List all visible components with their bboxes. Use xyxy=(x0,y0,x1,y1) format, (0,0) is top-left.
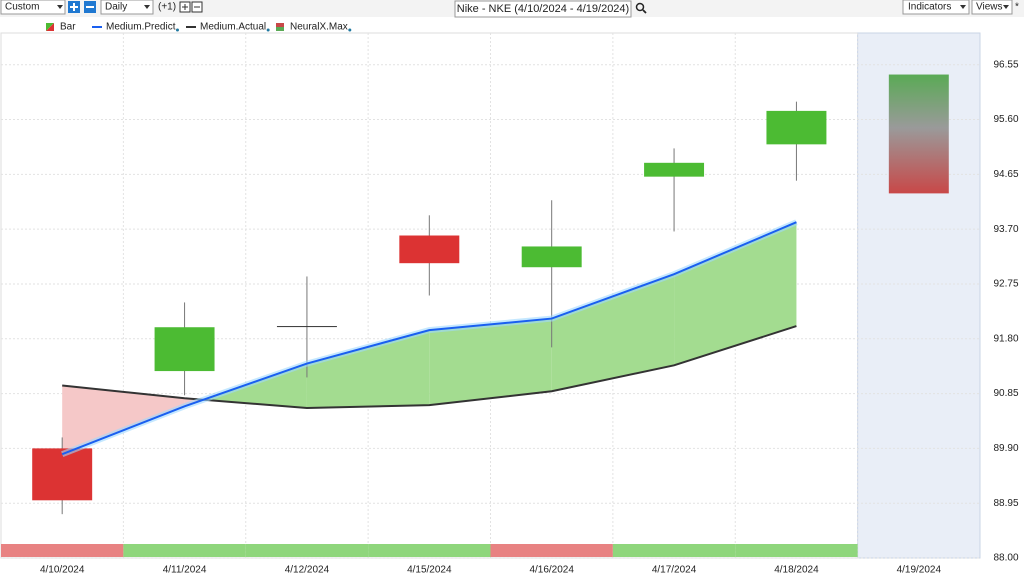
forecast-range xyxy=(888,74,949,194)
search-icon[interactable] xyxy=(635,2,647,14)
y-tick-label: 91.80 xyxy=(993,333,1018,344)
y-tick-label: 93.70 xyxy=(993,224,1018,235)
spread-fill xyxy=(551,274,675,392)
candle-body xyxy=(399,235,460,264)
legend-label: Medium.Actual xyxy=(200,22,266,33)
spread-fill xyxy=(674,222,797,366)
signal-strip xyxy=(123,544,246,557)
y-tick-label: 89.90 xyxy=(993,443,1018,454)
legend-dot xyxy=(175,28,179,32)
series-line xyxy=(61,221,797,456)
period-select[interactable]: Daily xyxy=(100,0,154,15)
signal-strip xyxy=(1,544,124,557)
signal-strip xyxy=(612,544,736,557)
y-tick-label: 88.00 xyxy=(993,553,1018,564)
views-text: Views xyxy=(976,2,1003,13)
x-tick-label: 4/15/2024 xyxy=(407,565,452,576)
y-tick-label: 96.55 xyxy=(993,59,1018,70)
legend-label: Bar xyxy=(60,22,76,33)
candle-body xyxy=(276,326,337,328)
indicators-text: Indicators xyxy=(908,2,951,13)
chart-title: Nike - NKE (4/10/2024 - 4/19/2024) xyxy=(457,3,629,15)
views-select[interactable]: Views xyxy=(971,0,1013,15)
legend-dot xyxy=(266,28,270,32)
spread-fill xyxy=(62,385,185,455)
legend-icon xyxy=(46,23,54,31)
signal-strip xyxy=(368,544,491,557)
signal-strip xyxy=(490,544,613,557)
signal-strip xyxy=(735,544,858,557)
candle-body xyxy=(521,246,582,268)
y-tick-label: 88.95 xyxy=(993,498,1018,509)
y-tick-label: 95.60 xyxy=(993,114,1018,125)
legend-label: NeuralX.Max xyxy=(290,22,348,33)
offset-text: (+1) xyxy=(158,2,176,13)
spread-fill xyxy=(429,318,552,406)
x-tick-label: 4/16/2024 xyxy=(529,565,574,576)
y-tick-label: 90.85 xyxy=(993,388,1018,399)
legend-dot xyxy=(348,28,352,32)
indicators-select[interactable]: Indicators xyxy=(902,0,970,15)
spread-fill xyxy=(306,330,430,408)
legend-icon xyxy=(276,23,284,27)
title-box xyxy=(454,0,632,18)
star-text: * xyxy=(1015,2,1019,13)
candle-body xyxy=(766,110,827,145)
plot-frame xyxy=(0,32,981,559)
x-tick-label: 4/11/2024 xyxy=(163,565,207,576)
y-tick-label: 92.75 xyxy=(993,279,1018,290)
series-line xyxy=(62,325,797,410)
candle-body xyxy=(32,448,93,501)
x-tick-label: 4/17/2024 xyxy=(652,565,697,576)
candle-body xyxy=(644,162,705,177)
range-select[interactable]: Custom xyxy=(0,0,66,15)
x-tick-label: 4/19/2024 xyxy=(897,565,942,576)
legend-label: Medium.Predict xyxy=(106,22,176,33)
legend-icon xyxy=(276,27,284,31)
range-text: Custom xyxy=(5,2,39,13)
period-text: Daily xyxy=(105,2,127,13)
y-tick-label: 94.65 xyxy=(993,169,1018,180)
x-tick-label: 4/18/2024 xyxy=(774,565,819,576)
candle-body xyxy=(154,327,215,372)
x-tick-label: 4/12/2024 xyxy=(285,565,330,576)
signal-strip xyxy=(245,544,369,557)
x-tick-label: 4/10/2024 xyxy=(40,565,85,576)
